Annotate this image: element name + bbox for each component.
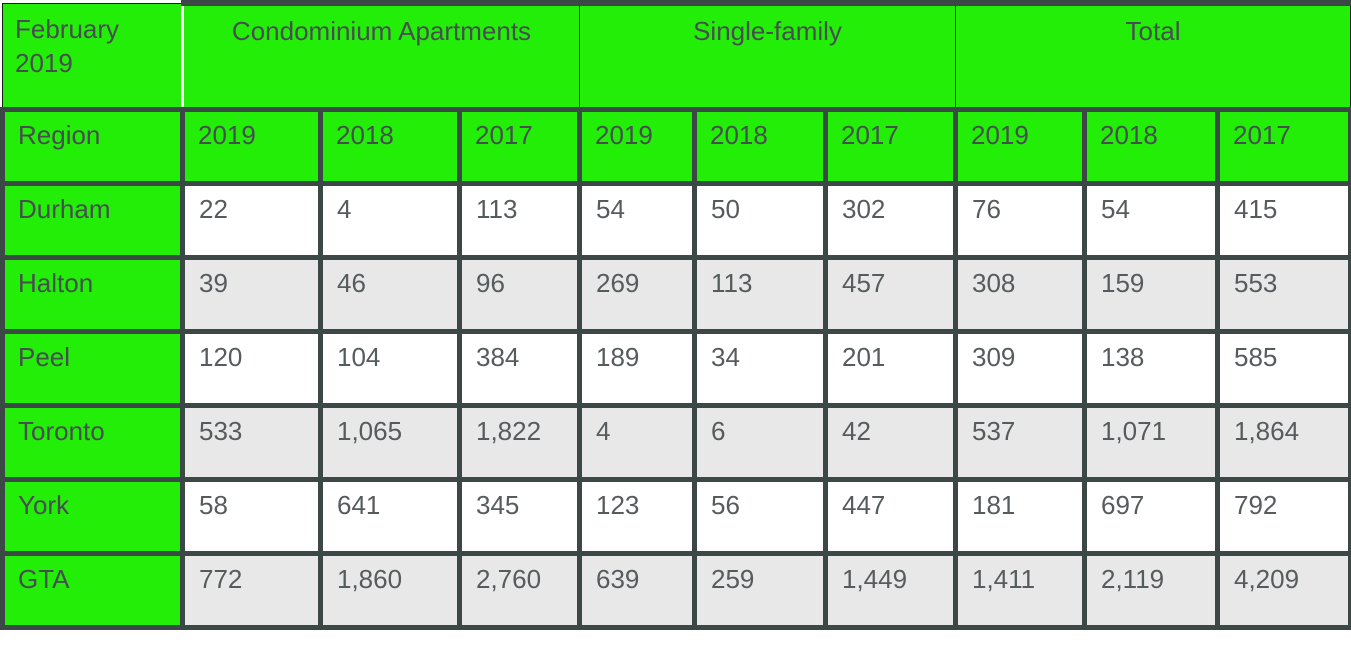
table-row: Peel 120 104 384 189 34 201 309 138 585: [0, 328, 1351, 408]
group-header-condominium: Condominium Apartments: [182, 0, 580, 109]
data-cell: 1,822: [457, 402, 582, 482]
year-header-cell: 2019: [577, 106, 697, 186]
year-header-cell: 2019: [180, 106, 323, 186]
data-cell: 39: [180, 254, 323, 334]
data-cell: 4: [318, 180, 462, 260]
data-cell: 309: [953, 328, 1087, 408]
data-cell: 34: [692, 328, 828, 408]
data-cell: 54: [1082, 180, 1220, 260]
group-header-total: Total: [954, 0, 1351, 109]
year-header-cell: 2019: [953, 106, 1087, 186]
data-cell: 46: [318, 254, 462, 334]
table-row: Durham 22 4 113 54 50 302 76 54 415: [0, 180, 1351, 260]
data-cell: 269: [577, 254, 697, 334]
data-cell: 4: [577, 402, 697, 482]
data-cell: 302: [823, 180, 958, 260]
data-cell: 113: [457, 180, 582, 260]
data-cell: 1,449: [823, 550, 958, 630]
group-header-row: February 2019 Condominium Apartments Sin…: [2, 0, 1351, 110]
data-cell: 201: [823, 328, 958, 408]
year-header-row: Region 2019 2018 2017 2019 2018 2017 201…: [0, 106, 1351, 186]
data-cell: 2,760: [457, 550, 582, 630]
data-cell: 58: [180, 476, 323, 556]
data-cell: 113: [692, 254, 828, 334]
table-row: GTA 772 1,860 2,760 639 259 1,449 1,411 …: [0, 550, 1351, 630]
region-cell: Toronto: [0, 402, 185, 482]
data-cell: 120: [180, 328, 323, 408]
year-header-cell: 2018: [1082, 106, 1220, 186]
region-cell: Durham: [0, 180, 185, 260]
region-header-cell: Region: [0, 106, 185, 186]
data-cell: 639: [577, 550, 697, 630]
region-cell: GTA: [0, 550, 185, 630]
data-cell: 415: [1214, 180, 1351, 260]
data-cell: 1,065: [318, 402, 462, 482]
data-cell: 6: [692, 402, 828, 482]
data-cell: 384: [457, 328, 582, 408]
data-cell: 22: [180, 180, 323, 260]
data-cell: 123: [577, 476, 697, 556]
data-cell: 138: [1082, 328, 1220, 408]
year-header-cell: 2018: [318, 106, 462, 186]
month-title-cell: February 2019: [2, 2, 184, 110]
year-header-cell: 2017: [1214, 106, 1351, 186]
data-cell: 537: [953, 402, 1087, 482]
data-cell: 792: [1214, 476, 1351, 556]
data-cell: 2,119: [1082, 550, 1220, 630]
data-cell: 42: [823, 402, 958, 482]
data-cell: 553: [1214, 254, 1351, 334]
data-cell: 1,411: [953, 550, 1087, 630]
data-cell: 189: [577, 328, 697, 408]
data-cell: 1,864: [1214, 402, 1351, 482]
table-row: Toronto 533 1,065 1,822 4 6 42 537 1,071…: [0, 402, 1351, 482]
table-row: Halton 39 46 96 269 113 457 308 159 553: [0, 254, 1351, 334]
region-cell: York: [0, 476, 185, 556]
data-cell: 104: [318, 328, 462, 408]
data-cell: 447: [823, 476, 958, 556]
region-cell: Peel: [0, 328, 185, 408]
data-cell: 76: [953, 180, 1087, 260]
data-cell: 641: [318, 476, 462, 556]
data-cell: 772: [180, 550, 323, 630]
data-cell: 533: [180, 402, 323, 482]
data-cell: 457: [823, 254, 958, 334]
data-cell: 54: [577, 180, 697, 260]
monthly-sales-table: February 2019 Condominium Apartments Sin…: [0, 0, 1351, 630]
year-header-cell: 2018: [692, 106, 828, 186]
data-cell: 159: [1082, 254, 1220, 334]
data-cell: 697: [1082, 476, 1220, 556]
data-cell: 56: [692, 476, 828, 556]
data-cell: 50: [692, 180, 828, 260]
year-header-cell: 2017: [457, 106, 582, 186]
data-cell: 1,071: [1082, 402, 1220, 482]
data-cell: 1,860: [318, 550, 462, 630]
data-cell: 585: [1214, 328, 1351, 408]
data-cell: 345: [457, 476, 582, 556]
data-cell: 259: [692, 550, 828, 630]
data-cell: 4,209: [1214, 550, 1351, 630]
region-cell: Halton: [0, 254, 185, 334]
data-cell: 308: [953, 254, 1087, 334]
data-cell: 181: [953, 476, 1087, 556]
group-header-single-family: Single-family: [579, 0, 956, 109]
data-cell: 96: [457, 254, 582, 334]
table-row: York 58 641 345 123 56 447 181 697 792: [0, 476, 1351, 556]
year-header-cell: 2017: [823, 106, 958, 186]
